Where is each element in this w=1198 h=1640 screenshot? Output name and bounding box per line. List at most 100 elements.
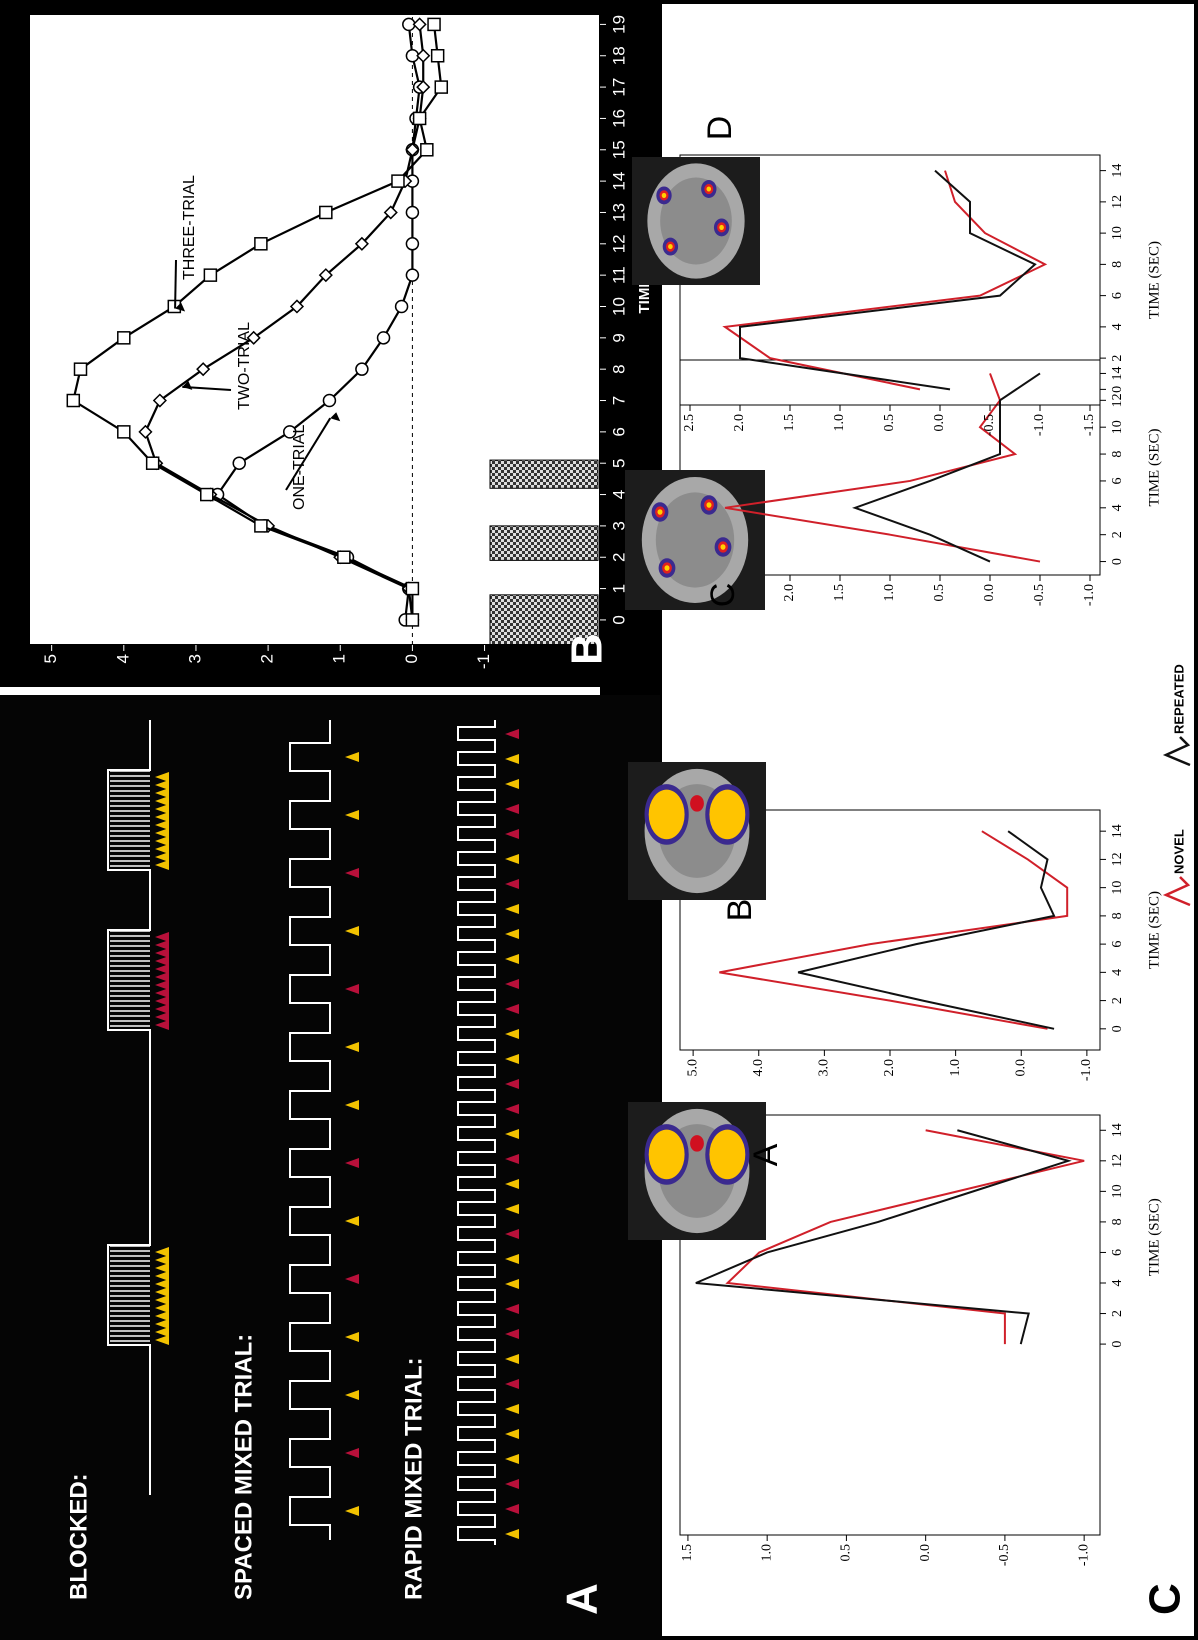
marker — [354, 236, 369, 251]
x-tick-label: 10 — [609, 297, 628, 316]
stim-triangle — [505, 1129, 519, 1139]
x-tick-label: 4 — [1110, 969, 1125, 976]
stim-triangle — [155, 1335, 169, 1345]
marker — [282, 425, 297, 439]
stim-triangle — [505, 1504, 519, 1514]
x-tick-label: 12 — [1110, 393, 1125, 407]
y-tick-label: 2.0 — [732, 414, 747, 432]
stim-triangle — [345, 752, 359, 762]
x-tick-label: 16 — [609, 109, 628, 128]
subplot-label: B — [721, 899, 759, 922]
x-tick-label: 2 — [609, 553, 628, 562]
stim-triangle — [505, 1104, 519, 1114]
stim-triangle — [345, 1100, 359, 1110]
stim-triangle — [505, 904, 519, 914]
y-tick-label: 1.0 — [832, 414, 847, 432]
stim-triangle — [345, 1158, 359, 1168]
marker — [318, 268, 333, 283]
y-tick-label: 0 — [402, 654, 421, 663]
x-tick-label: 4 — [1110, 1280, 1125, 1287]
subplot-label: A — [747, 1143, 785, 1166]
stimulus-box — [489, 525, 599, 561]
x-tick-label: 2 — [1110, 1310, 1125, 1317]
series-line — [722, 170, 1048, 391]
stim-triangle — [155, 1247, 169, 1257]
stim-triangle — [155, 772, 169, 782]
stim-triangle — [155, 860, 169, 870]
subplot-label: D — [701, 116, 739, 141]
marker — [412, 111, 427, 126]
x-tick-label: 0 — [1110, 1341, 1125, 1348]
panel-a-bg — [0, 695, 660, 1640]
activation — [648, 789, 685, 840]
y-tick-label: 1.5 — [782, 414, 797, 432]
stim-triangle — [505, 854, 519, 864]
marker — [405, 142, 420, 157]
stim-triangle — [155, 1004, 169, 1014]
legend-swatch — [1162, 736, 1191, 767]
y-tick-label: -1.0 — [1076, 1544, 1091, 1566]
stim-triangle — [155, 1295, 169, 1305]
stim-triangle — [505, 1204, 519, 1214]
stim-triangle — [155, 948, 169, 958]
activation — [709, 789, 746, 840]
separator — [0, 687, 600, 695]
stim-triangle — [155, 1287, 169, 1297]
panel-c-bg — [662, 4, 1194, 1636]
y-tick-label: 4 — [113, 654, 132, 663]
stim-triangle — [505, 1329, 519, 1339]
x-tick-label: 2 — [1110, 355, 1125, 362]
y-tick-label: 2.5 — [682, 414, 697, 432]
marker — [383, 205, 398, 220]
y-tick-label: 1.0 — [948, 1059, 963, 1077]
stim-triangle — [505, 1179, 519, 1189]
marker — [254, 519, 268, 533]
stim-triangle — [155, 852, 169, 862]
stim-triangle — [155, 844, 169, 854]
stim-triangle — [345, 810, 359, 820]
marker — [319, 205, 333, 220]
stim-triangle — [155, 828, 169, 838]
x-tick-label: 6 — [1110, 941, 1125, 948]
stim-triangle — [505, 829, 519, 839]
stim-triangle — [155, 1319, 169, 1329]
stim-triangle — [505, 729, 519, 739]
marker — [117, 331, 131, 345]
stim-triangle — [505, 1354, 519, 1364]
marker — [420, 143, 434, 157]
row-label: SPACED MIXED TRIAL: — [230, 1334, 257, 1600]
row-label: RAPID MIXED TRIAL: — [400, 1357, 427, 1600]
stim-triangle — [155, 804, 169, 814]
legend-label: REPEATED — [1171, 664, 1186, 734]
y-tick-label: 0.0 — [1013, 1059, 1028, 1077]
y-tick-label: -1.5 — [1082, 414, 1097, 436]
y-tick-label: 0.5 — [839, 1544, 854, 1562]
marker — [73, 362, 88, 376]
panel-label: A — [558, 1583, 607, 1615]
marker — [337, 550, 351, 564]
marker — [203, 268, 218, 282]
x-tick-label: 2 — [1110, 997, 1125, 1004]
stim-triangle — [505, 1529, 519, 1539]
stim-triangle — [345, 984, 359, 994]
stim-triangle — [155, 820, 169, 830]
marker — [416, 48, 431, 63]
arrow-head — [175, 302, 186, 312]
marker — [394, 299, 409, 314]
marker — [405, 205, 420, 220]
y-tick-label: -0.5 — [982, 414, 997, 436]
x-tick-label: 8 — [1110, 451, 1125, 458]
stim-triangle — [505, 1254, 519, 1264]
y-tick-label: 2.0 — [782, 584, 797, 602]
x-tick-label: 4 — [609, 490, 628, 499]
marker — [376, 331, 391, 345]
y-tick-label: 0.0 — [932, 414, 947, 432]
x-tick-label: 12 — [1110, 852, 1125, 866]
series-line — [725, 1129, 1085, 1345]
marker — [355, 362, 369, 376]
marker — [232, 456, 246, 470]
stim-triangle — [155, 972, 169, 982]
y-tick-label: 0.5 — [932, 584, 947, 602]
stim-triangle — [155, 980, 169, 990]
